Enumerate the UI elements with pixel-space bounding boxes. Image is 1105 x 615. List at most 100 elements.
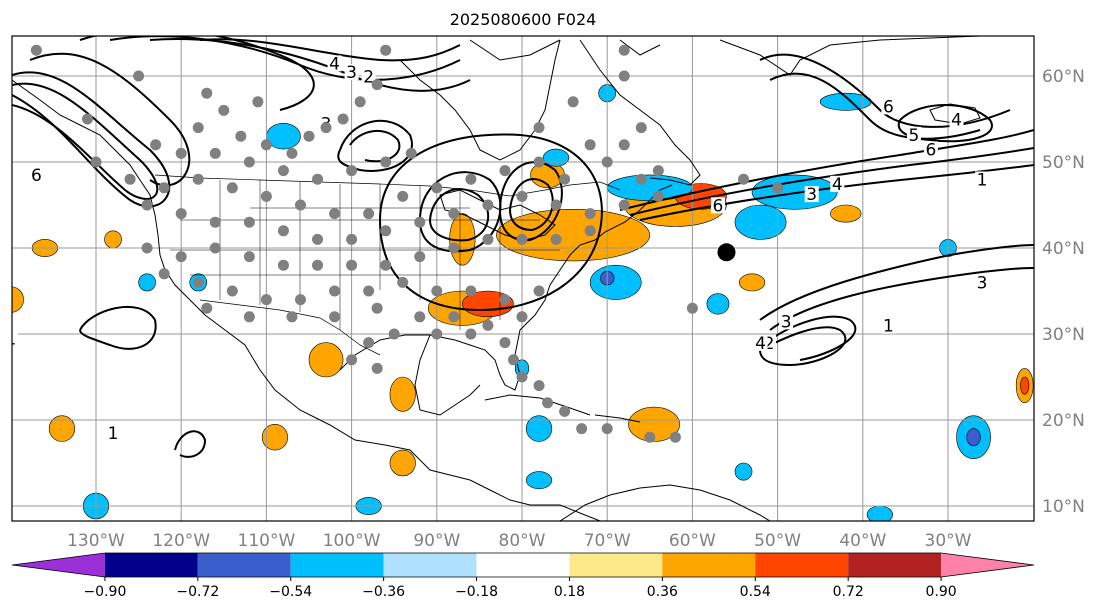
station-dot [192,122,204,134]
station-dot [516,190,528,202]
coastline-yucatan [414,334,481,416]
contour-line [79,305,157,350]
coastline-cuba [484,394,591,416]
shaded-cell [1020,376,1030,395]
colorbar-segment [662,553,756,577]
station-dot [158,182,170,194]
station-dot [431,285,443,297]
coastline-gulf-of-mexico [339,184,673,391]
station-dot [133,70,145,82]
shaded-cell [525,415,553,442]
station-dot [294,294,306,306]
colorbar-segment [12,553,105,577]
plot-frame [11,35,1035,522]
station-dot [516,371,528,383]
station-dot [584,208,596,220]
border-us-canada [154,174,621,197]
contour-label-bg [830,175,845,192]
longitude-label: 30°W [925,531,972,551]
contour-line [174,430,207,458]
shaded-cell [966,428,981,447]
station-dot [550,233,562,245]
contour-label: 1 [5,330,16,350]
colorbar-segment [569,553,663,577]
contour-line [12,71,171,208]
station-dot [175,251,187,263]
colorbar-segment [383,553,477,577]
longitude-label: 40°W [839,531,886,551]
station-dot [397,190,409,202]
latitude-label: 50°N [1042,153,1085,173]
shaded-cell [738,273,766,292]
contour-label-bg [361,68,376,85]
station-dot [533,380,545,392]
latitude-label: 30°N [1042,325,1085,345]
station-dot [397,276,409,288]
station-dot [329,208,341,220]
station-dot [448,242,460,254]
colorbar-tick-label: −0.90 [83,584,126,600]
shaded-cell [542,148,570,167]
station-dot [371,79,383,91]
contour-label-bg [881,98,896,115]
station-dot [533,122,545,134]
contour-label: 2 [764,334,775,354]
station-dot [559,405,571,417]
shaded-cell [734,204,787,240]
contour-line [759,326,847,367]
longitude-label: 130°W [67,531,125,551]
longitude-label: 110°W [238,531,296,551]
station-dot [576,423,588,435]
contour-label-bg [949,111,964,128]
station-dot [363,208,375,220]
station-dot [277,225,289,237]
contour-label: 6 [713,196,724,216]
station-dot [235,130,247,142]
station-dot [192,276,204,288]
station-dot [380,259,392,271]
station-dot [286,147,298,159]
colorbar-tick-label: 0.36 [647,584,678,600]
shaded-cell [589,264,642,300]
station-dot [277,259,289,271]
station-dot [482,319,494,331]
station-dot [414,311,426,323]
station-dot [431,182,443,194]
station-dot [81,113,93,125]
station-dot [226,285,238,297]
contour-label: 3 [806,185,817,205]
contour-line [759,244,1034,321]
contour-label-bg [106,425,121,442]
longitude-label: 90°W [413,531,460,551]
graticule [12,36,1034,521]
coastline-iceland [929,103,981,125]
contour-label: 4 [951,110,962,130]
station-dot [772,182,784,194]
contour-label: 2 [363,67,374,87]
shaded-cell [138,273,156,292]
contour-label: 6 [31,166,42,186]
station-dot [175,208,187,220]
contour-label: 4 [832,175,843,195]
longitude-label: 60°W [669,531,716,551]
contour-label-bg [344,64,359,80]
station-dot [669,431,681,443]
station-dot [354,96,366,108]
contour-line [379,133,603,312]
contour-label: 4 [5,20,16,40]
colorbar-segment [755,553,849,577]
station-dot [346,233,358,245]
station-dot [192,173,204,185]
coastlines-and-borders [12,36,981,521]
station-dot [260,190,272,202]
shaded-cell [706,293,730,315]
station-dot [286,311,298,323]
station-dot [738,173,750,185]
station-dot [635,122,647,134]
station-dot [414,251,426,263]
contour-label-bg [327,55,342,72]
coastline-labrador [579,39,701,186]
station-dot [303,130,315,142]
border-us-mexico [199,299,381,356]
